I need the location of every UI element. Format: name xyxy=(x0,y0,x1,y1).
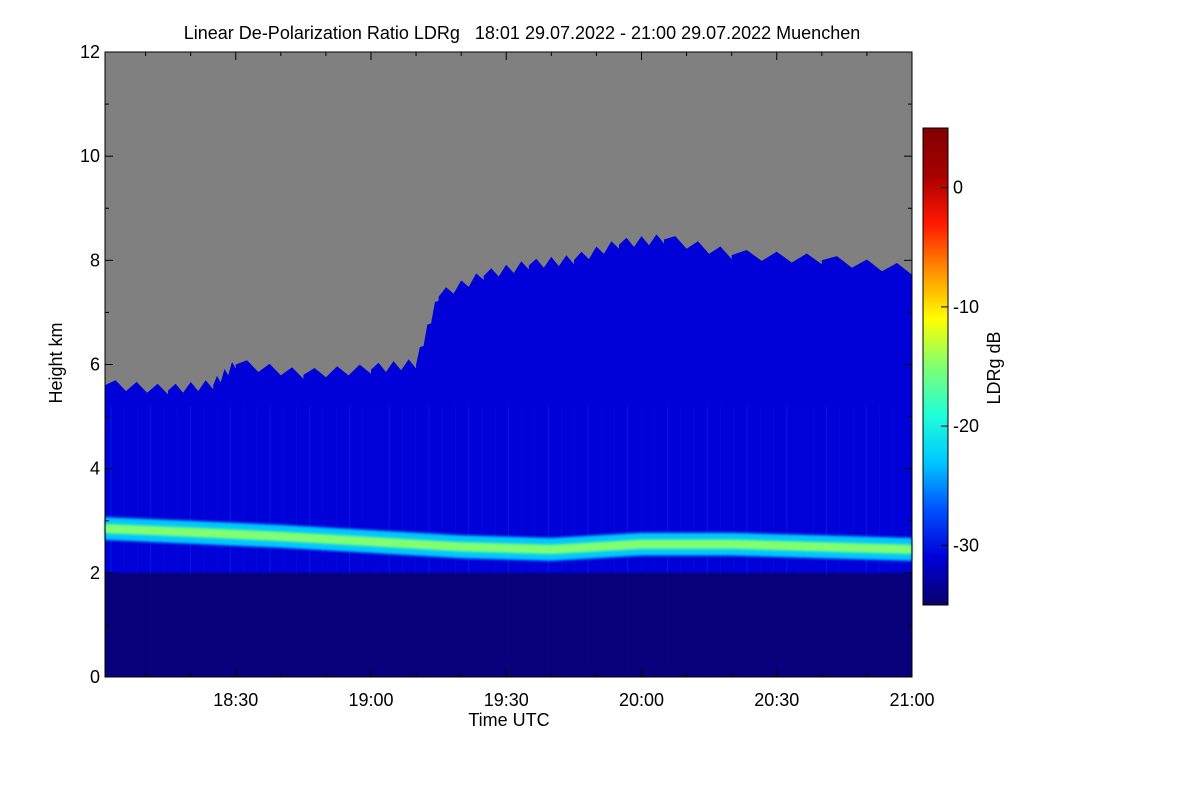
depolarization-layer-halo xyxy=(105,517,912,561)
colorbar-scale xyxy=(922,127,949,606)
x-tick-label: 18:30 xyxy=(213,690,258,710)
x-tick-label: 20:00 xyxy=(619,690,664,710)
y-axis: 0 2 4 6 8 10 12 xyxy=(80,42,912,687)
plot-area xyxy=(104,51,913,678)
colorbar-tick-label: -20 xyxy=(953,416,979,436)
boundary-layer-region xyxy=(105,572,912,677)
depolarization-layer xyxy=(105,523,912,555)
colorbar-tick-label: 0 xyxy=(953,178,963,198)
colorbar-ticks: 0 -10 -20 -30 xyxy=(941,178,979,555)
colorbar-tick-label: -30 xyxy=(953,535,979,555)
x-axis-label: Time UTC xyxy=(468,710,549,730)
y-tick-label: 10 xyxy=(80,146,100,166)
y-tick-label: 0 xyxy=(90,667,100,687)
x-tick-label: 19:00 xyxy=(348,690,393,710)
y-axis-label: Height km xyxy=(46,322,66,403)
y-tick-label: 4 xyxy=(90,459,100,479)
x-tick-label: 20:30 xyxy=(754,690,799,710)
colorbar-label: LDRg dB xyxy=(984,331,1004,404)
y-tick-label: 12 xyxy=(80,42,100,62)
x-tick-label: 19:30 xyxy=(484,690,529,710)
chart-title: Linear De-Polarization Ratio LDRg 18:01 … xyxy=(184,23,860,43)
colorbar-tick-label: -10 xyxy=(953,297,979,317)
x-axis: 18:30 19:00 19:30 20:00 20:30 21:00 xyxy=(145,52,935,710)
y-tick-label: 8 xyxy=(90,250,100,270)
x-tick-label: 21:00 xyxy=(889,690,934,710)
y-tick-label: 2 xyxy=(90,563,100,583)
y-tick-label: 6 xyxy=(90,355,100,375)
signal-region xyxy=(105,234,912,677)
colorbar: 0 -10 -20 -30 xyxy=(922,127,979,606)
